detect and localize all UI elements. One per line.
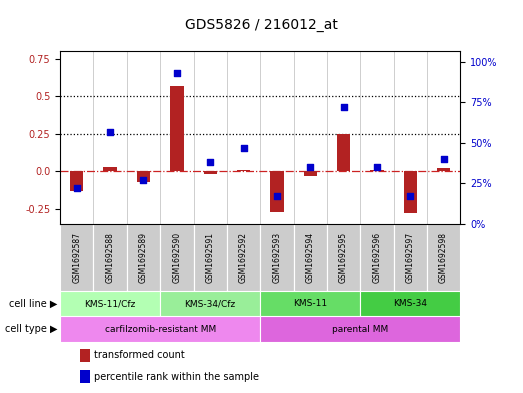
Bar: [394, 224, 427, 291]
Point: [139, 177, 147, 184]
Point: [206, 159, 214, 165]
Bar: [160, 224, 194, 291]
Bar: [227, 224, 260, 291]
Text: cell line ▶: cell line ▶: [9, 299, 58, 309]
Bar: [427, 224, 460, 291]
Text: cell type ▶: cell type ▶: [5, 324, 58, 334]
Bar: [404, 171, 417, 213]
Text: carfilzomib-resistant MM: carfilzomib-resistant MM: [105, 325, 216, 334]
Bar: [60, 224, 94, 291]
Text: KMS-34/Cfz: KMS-34/Cfz: [185, 299, 236, 308]
Point: [373, 164, 381, 171]
Text: GSM1692595: GSM1692595: [339, 232, 348, 283]
Bar: [203, 171, 217, 174]
Point: [106, 129, 115, 135]
Bar: [260, 224, 293, 291]
Text: KMS-34: KMS-34: [393, 299, 427, 308]
Bar: [94, 224, 127, 291]
Bar: [293, 224, 327, 291]
Point: [339, 104, 348, 110]
Point: [73, 185, 81, 191]
Text: GSM1692593: GSM1692593: [272, 232, 281, 283]
Text: transformed count: transformed count: [94, 350, 185, 360]
Bar: [237, 170, 250, 171]
Bar: [70, 171, 84, 191]
Bar: [127, 224, 160, 291]
Text: GSM1692594: GSM1692594: [306, 232, 315, 283]
Bar: [370, 170, 383, 171]
Point: [406, 193, 414, 200]
Bar: [270, 171, 283, 212]
Text: GSM1692597: GSM1692597: [406, 232, 415, 283]
Bar: [260, 291, 360, 316]
Bar: [194, 224, 227, 291]
Text: GSM1692591: GSM1692591: [206, 232, 214, 283]
Bar: [260, 316, 460, 342]
Point: [173, 70, 181, 76]
Bar: [360, 291, 460, 316]
Bar: [170, 86, 184, 171]
Bar: [60, 316, 260, 342]
Bar: [303, 171, 317, 176]
Point: [272, 193, 281, 200]
Text: GSM1692590: GSM1692590: [173, 232, 181, 283]
Bar: [327, 224, 360, 291]
Text: KMS-11/Cfz: KMS-11/Cfz: [85, 299, 136, 308]
Bar: [137, 171, 150, 182]
Text: KMS-11: KMS-11: [293, 299, 327, 308]
Bar: [104, 167, 117, 171]
Text: GSM1692596: GSM1692596: [372, 232, 381, 283]
Bar: [80, 370, 90, 384]
Point: [240, 145, 248, 151]
Bar: [80, 349, 90, 362]
Text: GSM1692589: GSM1692589: [139, 232, 148, 283]
Text: parental MM: parental MM: [332, 325, 389, 334]
Bar: [337, 134, 350, 171]
Point: [439, 156, 448, 162]
Text: GSM1692587: GSM1692587: [72, 232, 81, 283]
Bar: [437, 168, 450, 171]
Bar: [360, 224, 393, 291]
Text: percentile rank within the sample: percentile rank within the sample: [94, 372, 259, 382]
Bar: [60, 291, 160, 316]
Point: [306, 164, 314, 171]
Text: GDS5826 / 216012_at: GDS5826 / 216012_at: [185, 18, 338, 32]
Text: GSM1692598: GSM1692598: [439, 232, 448, 283]
Text: GSM1692588: GSM1692588: [106, 232, 115, 283]
Bar: [160, 291, 260, 316]
Text: GSM1692592: GSM1692592: [239, 232, 248, 283]
